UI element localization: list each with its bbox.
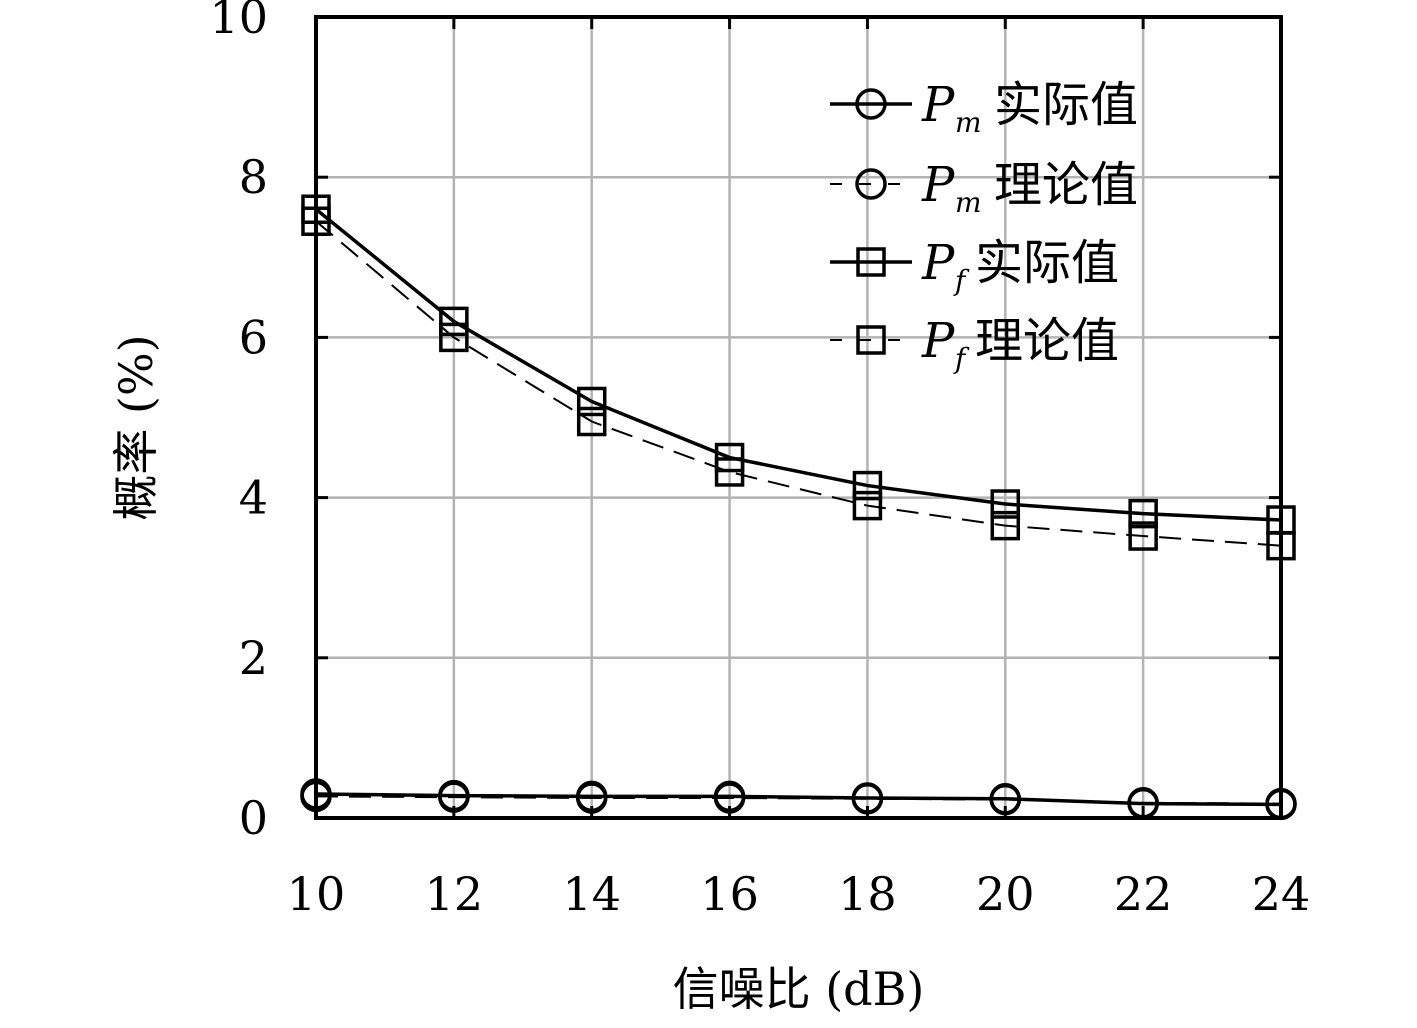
legend-label: 理论值 — [975, 313, 1119, 369]
legend-label: 实际值 — [994, 77, 1138, 133]
data-point — [852, 470, 883, 501]
series-1 — [300, 780, 1297, 820]
data-point — [852, 490, 883, 521]
y-tick-label: 2 — [239, 631, 268, 685]
series-layer — [300, 194, 1297, 821]
series-line — [315, 220, 1282, 547]
y-tick-label: 6 — [239, 310, 268, 364]
legend-marker — [855, 168, 887, 200]
data-point — [990, 510, 1021, 541]
legend-symbol: P — [921, 313, 955, 369]
x-tick-label: 20 — [976, 867, 1035, 921]
legend-subscript: m — [955, 106, 982, 139]
data-point — [576, 406, 607, 437]
data-point — [990, 489, 1021, 519]
data-point — [714, 457, 745, 487]
y-tick-label: 0 — [239, 791, 268, 845]
x-tick-label: 16 — [700, 867, 759, 921]
data-point — [576, 386, 607, 417]
data-point — [575, 782, 608, 814]
x-tick-label: 12 — [425, 867, 484, 921]
data-point — [989, 783, 1022, 816]
data-point — [713, 782, 746, 814]
legend-symbol: P — [921, 77, 955, 133]
data-point — [439, 306, 469, 337]
x-tick-label: 24 — [1252, 867, 1311, 921]
series-line — [315, 795, 1282, 805]
y-axis-label: 概率 (%) — [109, 334, 163, 520]
series-3 — [301, 206, 1296, 561]
y-tick-label: 4 — [239, 471, 268, 525]
data-point — [439, 322, 469, 353]
x-tick-label: 18 — [838, 867, 897, 921]
legend-marker — [856, 247, 886, 277]
legend-symbol: P — [921, 157, 955, 213]
legend-marker — [856, 325, 886, 355]
plot-frame — [314, 15, 1283, 820]
x-tick-label: 22 — [1114, 867, 1173, 921]
x-tick-label: 14 — [562, 867, 621, 921]
legend-marker — [855, 88, 887, 120]
data-point — [438, 781, 470, 813]
legend-label: 实际值 — [975, 235, 1119, 291]
data-point — [1128, 498, 1158, 529]
y-tick-label: 10 — [209, 0, 268, 44]
y-tick-label: 8 — [239, 150, 268, 204]
data-point — [851, 783, 884, 815]
legend-symbol: P — [921, 235, 955, 291]
legend-subscript: m — [955, 186, 982, 219]
legend-label: 理论值 — [994, 157, 1138, 213]
data-point — [1128, 521, 1158, 551]
x-tick-label: 10 — [287, 867, 346, 921]
series-line — [314, 207, 1282, 522]
x-axis-label: 信噪比 (dB) — [673, 962, 925, 1016]
